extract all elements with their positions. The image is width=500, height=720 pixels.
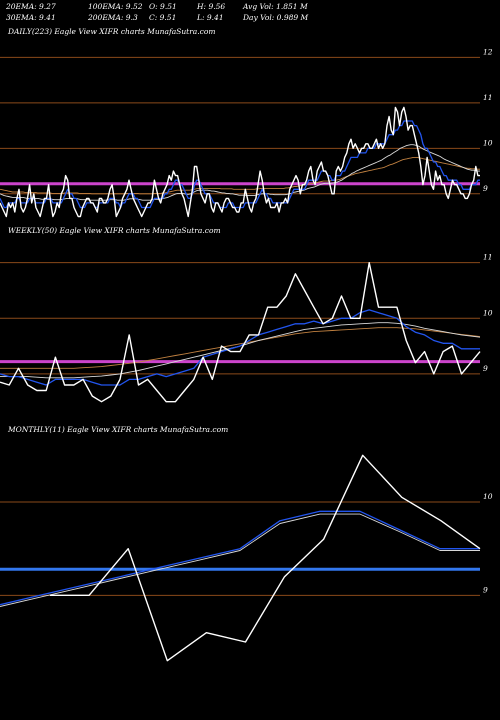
weekly-ema-fast-line xyxy=(0,309,480,386)
weekly-price-line xyxy=(0,262,481,403)
monthly-chart: 10 9 xyxy=(0,454,493,662)
header-open: O: 9.51 xyxy=(149,2,177,11)
monthly-panel-title: MONTHLY(11) Eagle View XIFR charts Munaf… xyxy=(8,425,229,434)
header-ema30: 30EMA: 9.41 xyxy=(6,13,56,22)
header-ema100: 100EMA: 9.52 xyxy=(88,2,143,11)
monthly-price-line xyxy=(50,454,481,662)
header-close: C: 9.51 xyxy=(149,13,177,22)
monthly-ema-slow-line xyxy=(0,513,480,607)
header-day-vol: Day Vol: 0.989 M xyxy=(243,13,309,22)
monthly-ema-fast-line xyxy=(0,510,480,606)
monthly-tick-label: 9 xyxy=(483,585,488,594)
daily-ema-fast-line xyxy=(0,120,480,209)
weekly-tick-label: 10 xyxy=(483,308,493,317)
daily-price-line xyxy=(0,106,480,218)
header-low: L: 9.41 xyxy=(197,13,224,22)
daily-ema-brown-line xyxy=(0,156,480,195)
daily-tick-label: 11 xyxy=(483,93,493,102)
monthly-tick-label: 10 xyxy=(483,492,493,501)
daily-tick-label: 10 xyxy=(483,138,493,147)
weekly-panel-title: WEEKLY(50) Eagle View XIFR charts Munafa… xyxy=(8,226,221,235)
daily-chart: 12 11 10 9 xyxy=(0,47,493,218)
header-high: H: 9.56 xyxy=(197,2,226,11)
daily-tick-label: 9 xyxy=(483,184,488,193)
weekly-ema-brown-line xyxy=(0,327,481,369)
daily-panel-title: DAILY(223) Eagle View XIFR charts Munafa… xyxy=(8,27,216,36)
header-ema200: 200EMA: 9.3 xyxy=(88,13,138,22)
weekly-tick-label: 11 xyxy=(483,253,493,262)
header-ema20: 20EMA: 9.27 xyxy=(6,2,56,11)
daily-tick-label: 12 xyxy=(483,47,493,56)
daily-ema-slow-line xyxy=(0,144,480,201)
weekly-chart: 11 10 9 xyxy=(0,253,493,403)
header-avg-vol: Avg Vol: 1.851 M xyxy=(243,2,308,11)
weekly-tick-label: 9 xyxy=(483,364,488,373)
